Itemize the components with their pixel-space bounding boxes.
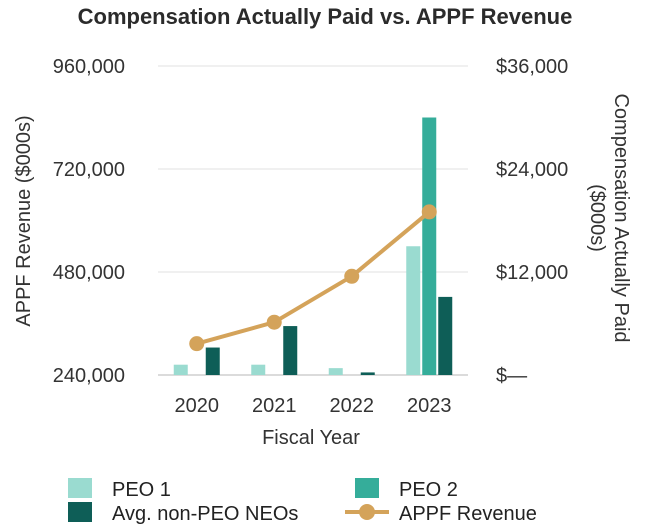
y-right-axis-title-line: Compensation Actually Paid <box>610 93 632 342</box>
y-axis-left: 240,000 480,000 720,000 960,000 <box>53 56 125 387</box>
y-right-tick-label: $12,000 <box>496 262 568 284</box>
legend-label-appf-revenue: APPF Revenue <box>399 503 537 525</box>
revenue-line-path <box>196 210 431 346</box>
revenue-point-2022 <box>344 268 360 284</box>
y-right-tick-label: $— <box>496 365 527 387</box>
x-axis-title: Fiscal Year <box>262 427 360 449</box>
legend-label-peo-1: PEO 1 <box>112 479 171 501</box>
bar-peo-1-2020 <box>173 364 188 375</box>
revenue-line <box>189 204 437 352</box>
chart-title: Compensation Actually Paid vs. APPF Reve… <box>77 4 573 29</box>
legend-swatch-avg-non-peo-neos <box>68 502 92 522</box>
legend: PEO 1 PEO 2 Avg. non-PEO NEOs APPF Revenue <box>68 478 537 525</box>
y-right-tick-label: $36,000 <box>496 56 568 78</box>
y-left-tick-label: 480,000 <box>53 262 125 284</box>
legend-swatch-marker-appf-revenue <box>359 504 375 520</box>
y-right-axis-title-line: ($000s) <box>586 184 608 252</box>
bar-avg-non-peo-neos-2021 <box>283 326 298 375</box>
x-tick-label: 2023 <box>407 395 452 417</box>
bar-peo-1-2023 <box>406 246 421 375</box>
revenue-point-2020 <box>189 336 205 352</box>
x-tick-label: 2020 <box>175 395 220 417</box>
x-axis: 2020 2021 2022 2023 <box>175 395 452 417</box>
legend-swatch-peo-1 <box>68 478 92 498</box>
bar-peo-1-2021 <box>251 364 266 375</box>
y-right-axis-title: Compensation Actually Paid($000s) <box>586 93 632 342</box>
x-tick-label: 2021 <box>252 395 297 417</box>
y-left-tick-label: 960,000 <box>53 56 125 78</box>
bar-avg-non-peo-neos-2022 <box>360 372 375 375</box>
revenue-point-2021 <box>266 314 282 330</box>
y-axis-right: $— $12,000 $24,000 $36,000 <box>496 56 568 387</box>
y-left-axis-title: APPF Revenue ($000s) <box>13 115 35 326</box>
bar-peo-2-2023 <box>422 117 437 375</box>
axis-titles: Fiscal Year APPF Revenue ($000s) Compensat… <box>13 93 632 449</box>
bar-peo-1-2022 <box>328 368 343 375</box>
y-right-tick-label: $24,000 <box>496 159 568 181</box>
bar-marks <box>173 117 453 375</box>
y-left-tick-label: 240,000 <box>53 365 125 387</box>
revenue-point-2023 <box>421 204 437 220</box>
bar-avg-non-peo-neos-2020 <box>205 347 220 375</box>
x-tick-label: 2022 <box>330 395 375 417</box>
y-left-tick-label: 720,000 <box>53 159 125 181</box>
legend-label-avg-non-peo-neos: Avg. non-PEO NEOs <box>112 503 298 525</box>
legend-swatch-peo-2 <box>355 478 379 498</box>
bar-avg-non-peo-neos-2023 <box>438 296 453 375</box>
legend-label-peo-2: PEO 2 <box>399 479 458 501</box>
